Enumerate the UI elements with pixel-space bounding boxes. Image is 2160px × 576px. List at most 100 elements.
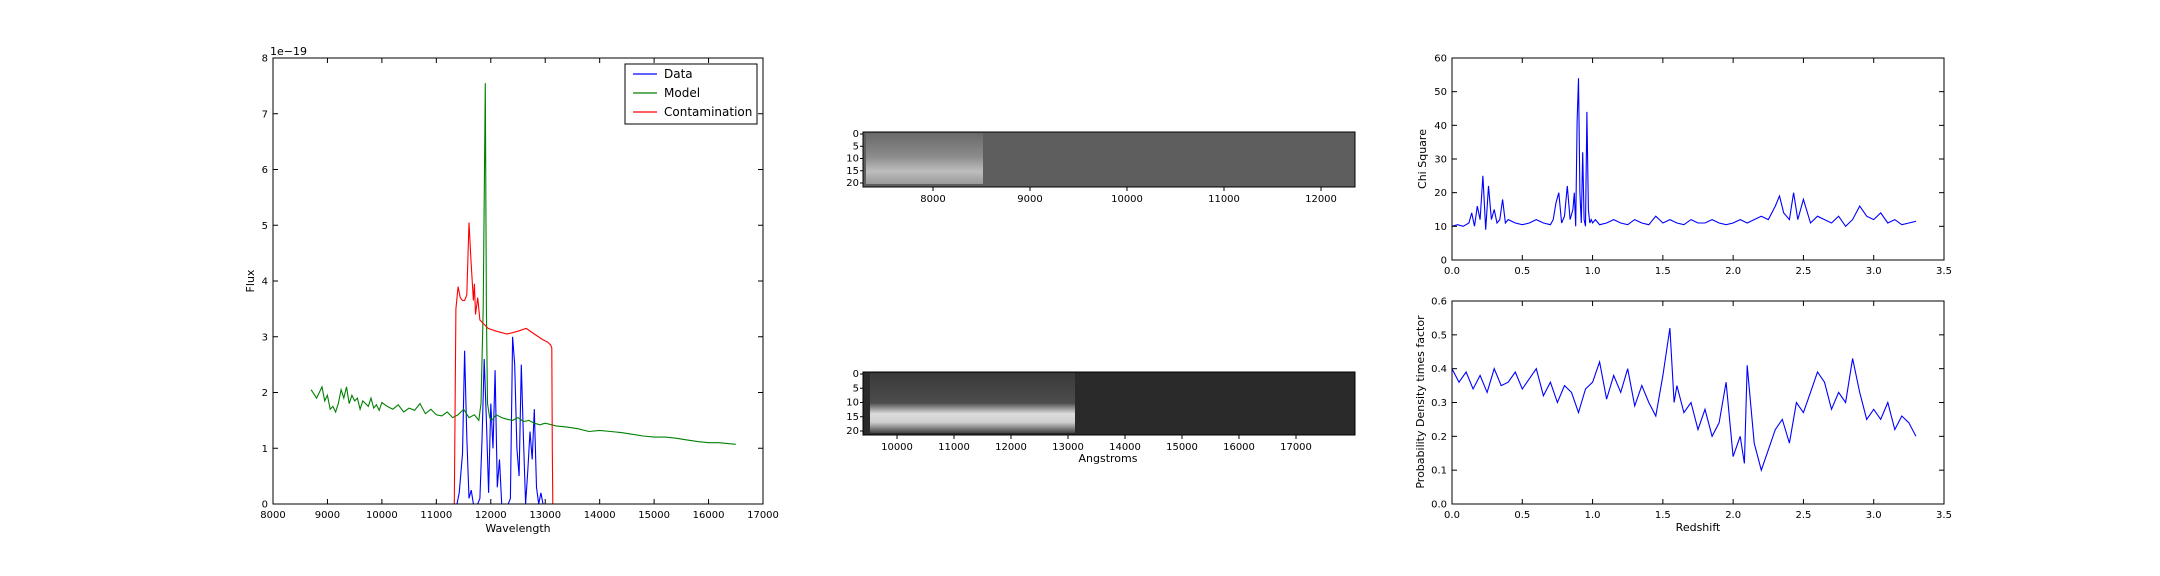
y-tick-label: 1	[262, 444, 268, 455]
x-tick-label: 3.0	[1866, 510, 1882, 521]
x-tick-label: 11000	[938, 442, 970, 453]
y-tick-label: 0.0	[1431, 500, 1447, 511]
x-tick-label: 13000	[529, 510, 561, 521]
legend-label-contamination: Contamination	[664, 105, 752, 119]
y-tick-label: 0	[853, 129, 859, 140]
x-tick-label: 11000	[420, 510, 452, 521]
x-tick-label: 10000	[366, 510, 398, 521]
x-tick-label: 13000	[1052, 442, 1084, 453]
spectrum-legend: Data Model Contamination	[624, 63, 758, 125]
x-tick-label: 1.5	[1655, 266, 1671, 277]
stamp-bottom-ticks: 10000 11000 12000 13000 14000 15000 16000 17000…	[846, 369, 1312, 453]
y-tick-label: 0	[1441, 256, 1447, 267]
x-tick-label: 2.0	[1725, 510, 1741, 521]
y-tick-label: 10	[846, 154, 859, 165]
x-tick-label: 14000	[584, 510, 616, 521]
y-tick-label: 8	[262, 54, 268, 65]
y-tick-label: 3	[262, 332, 268, 343]
stamp-top-frame	[862, 131, 1356, 188]
spectrum-xlabel: Wavelength	[485, 522, 550, 535]
y-tick-label: 15	[846, 412, 859, 423]
pdf-ticks: 0.0 0.5 1.0 1.5 2.0 2.5 3.0 3.5 0.0 0.1 0.2 0.3 0.4 0…	[1431, 297, 1952, 522]
y-tick-label: 5	[262, 221, 268, 232]
y-tick-label: 7	[262, 109, 268, 120]
legend-label-model: Model	[664, 86, 700, 100]
x-tick-label: 12000	[1305, 194, 1337, 205]
x-tick-label: 2.5	[1795, 510, 1811, 521]
y-tick-label: 20	[1434, 188, 1447, 199]
pdf-ylabel: Probability Density times factor	[1414, 315, 1427, 489]
stamp-bottom-xlabel: Angstroms	[1079, 452, 1138, 465]
stamp-bottom-signal	[870, 373, 1075, 433]
x-tick-label: 11000	[1208, 194, 1240, 205]
x-tick-label: 3.5	[1936, 510, 1952, 521]
y-tick-label: 5	[853, 383, 859, 394]
model-series-line	[310, 83, 736, 445]
spectrum-ylabel: Flux	[244, 269, 257, 292]
stamp-top-signal	[866, 133, 983, 184]
x-tick-label: 16000	[1223, 442, 1255, 453]
chisq-ylabel: Chi Square	[1416, 129, 1429, 189]
y-tick-label: 0.1	[1431, 466, 1447, 477]
chisq-frame	[1451, 57, 1945, 261]
spectrum-plot-area	[273, 58, 763, 504]
y-tick-label: 10	[1434, 222, 1447, 233]
y-tick-label: 5	[853, 141, 859, 152]
y-tick-label: 20	[846, 178, 859, 189]
pdf-panel: 0.0 0.5 1.0 1.5 2.0 2.5 3.0 3.5 0.0 0.1 0.2 0.3 0.4 0…	[1414, 297, 1952, 535]
x-tick-label: 2.5	[1795, 266, 1811, 277]
y-tick-label: 0.3	[1431, 398, 1447, 409]
x-tick-label: 10000	[881, 442, 913, 453]
x-tick-label: 12000	[475, 510, 507, 521]
chisq-ticks: 0.0 0.5 1.0 1.5 2.0 2.5 3.0 3.5 0 10 20 30 40 50 60	[1434, 54, 1952, 278]
y-tick-label: 4	[262, 277, 268, 288]
y-tick-label: 0.5	[1431, 330, 1447, 341]
x-tick-label: 2.0	[1725, 266, 1741, 277]
y-tick-label: 0.4	[1431, 364, 1447, 375]
spectrum-offset-label: 1e−19	[270, 45, 307, 58]
x-tick-label: 3.0	[1866, 266, 1882, 277]
x-tick-label: 8000	[260, 510, 285, 521]
x-tick-label: 1.0	[1585, 266, 1601, 277]
chisq-series-line	[1451, 78, 1917, 230]
x-tick-label: 3.5	[1936, 266, 1952, 277]
pdf-frame	[1451, 300, 1945, 505]
y-tick-label: 0.2	[1431, 432, 1447, 443]
x-tick-label: 14000	[1109, 442, 1141, 453]
pdf-series-group	[1451, 328, 1917, 473]
x-tick-label: 0.5	[1514, 266, 1530, 277]
x-tick-label: 15000	[1166, 442, 1198, 453]
x-tick-label: 12000	[995, 442, 1027, 453]
spectrum-ticks: 8000 9000 10000 11000 12000 13000 14000 15000 16…	[260, 54, 779, 522]
x-tick-label: 9000	[315, 510, 340, 521]
x-tick-label: 0.5	[1514, 510, 1530, 521]
x-tick-label: 10000	[1111, 194, 1143, 205]
y-tick-label: 60	[1434, 54, 1447, 65]
x-tick-label: 1.0	[1585, 510, 1601, 521]
chisq-series-group	[1451, 78, 1917, 230]
y-tick-label: 0	[853, 369, 859, 380]
contamination-series-line	[311, 222, 736, 505]
y-tick-label: 10	[846, 398, 859, 409]
legend-label-data: Data	[664, 67, 693, 81]
pdf-series-line	[1451, 328, 1917, 473]
y-tick-label: 30	[1434, 155, 1447, 166]
x-tick-label: 0.0	[1444, 266, 1460, 277]
spectrum-panel: 8000 9000 10000 11000 12000 13000 14000 15000 16…	[244, 45, 779, 535]
y-tick-label: 6	[262, 165, 268, 176]
x-tick-label: 9000	[1017, 194, 1042, 205]
stamp-bottom-panel: 10000 11000 12000 13000 14000 15000 16000 17000…	[846, 369, 1356, 465]
stamp-bottom-frame	[862, 371, 1356, 436]
y-tick-label: 0	[262, 500, 268, 511]
pdf-xlabel: Redshift	[1676, 521, 1721, 534]
x-tick-label: 15000	[638, 510, 670, 521]
y-tick-label: 2	[262, 388, 268, 399]
x-tick-label: 17000	[747, 510, 779, 521]
x-tick-label: 0.0	[1444, 510, 1460, 521]
chisq-panel: 0.0 0.5 1.0 1.5 2.0 2.5 3.0 3.5 0 10 20 30 40 50 60 Ch…	[1416, 54, 1952, 278]
x-tick-label: 16000	[693, 510, 725, 521]
y-tick-label: 15	[846, 166, 859, 177]
